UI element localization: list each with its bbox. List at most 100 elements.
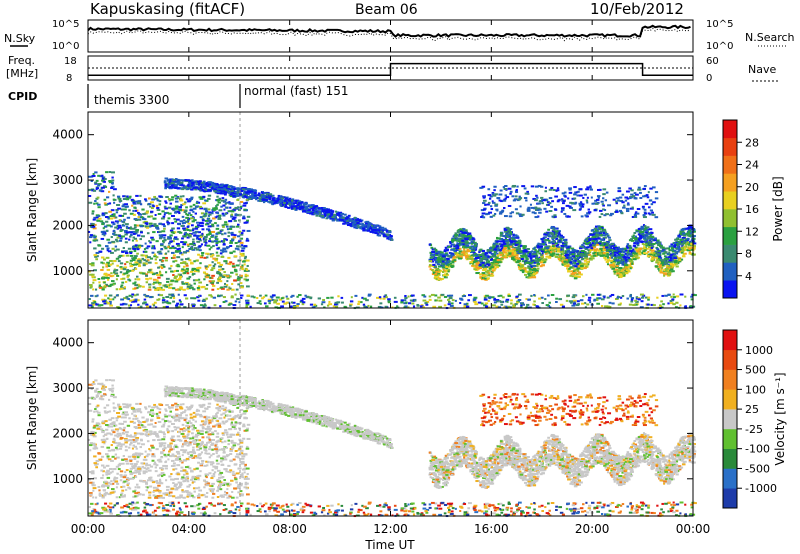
power-echo-cell — [93, 202, 96, 205]
power-echo-cell — [650, 246, 653, 249]
power-echo-cell — [515, 236, 520, 239]
power-echo-cell — [93, 247, 97, 250]
power-echo-cell — [226, 206, 229, 209]
power-echo-cell — [246, 196, 250, 199]
power-echo-cell — [211, 267, 216, 270]
power-echo-cell — [92, 279, 97, 282]
power-echo-cell — [535, 251, 538, 254]
power-echo-cell — [155, 272, 159, 275]
power-echo-cell — [637, 252, 641, 255]
power-echo-cell — [170, 179, 174, 182]
beam-title: Beam 06 — [355, 2, 418, 18]
power-echo-cell — [388, 238, 391, 241]
power-echo-cell — [107, 285, 112, 288]
power-echo-cell — [210, 246, 213, 249]
power-echo-cell — [655, 239, 660, 242]
power-echo-cell — [461, 237, 465, 240]
power-echo-cell — [198, 281, 203, 284]
power-echo-cell — [154, 287, 157, 290]
power-echo-cell — [199, 255, 203, 258]
power-echo-cell — [217, 261, 221, 264]
power-echo-cell — [603, 244, 607, 247]
power-echo-cell — [515, 261, 520, 264]
power-echo-cell — [553, 246, 556, 249]
power-echo-cell — [478, 249, 482, 252]
power-echo-cell — [648, 228, 653, 231]
power-echo-cell — [481, 265, 485, 268]
power-echo-cell — [287, 201, 291, 204]
power-echo-cell — [471, 258, 474, 261]
power-echo-cell — [215, 185, 219, 188]
power-echo-cell — [459, 228, 462, 231]
power-echo-cell — [107, 250, 112, 253]
power-echo-cell — [191, 229, 195, 232]
power-echo-cell — [136, 252, 139, 255]
power-echo-cell — [330, 216, 335, 219]
power-echo-cell — [214, 257, 219, 260]
power-echo-cell — [230, 215, 234, 218]
power-echo-cell — [338, 214, 341, 217]
power-echo-cell — [211, 280, 215, 283]
power-echo-cell — [679, 258, 684, 261]
power-echo-cell — [598, 234, 601, 237]
power-echo-cell — [216, 195, 219, 198]
power-echo-cell — [480, 261, 483, 264]
power-echo-cell — [552, 234, 555, 237]
power-echo-cell — [108, 202, 112, 205]
power-echo-cell — [137, 244, 142, 247]
power-echo-cell — [189, 243, 193, 246]
power-echo-cell — [649, 244, 653, 247]
power-echo-cell — [186, 179, 190, 182]
power-echo-cell — [236, 187, 241, 190]
power-echo-cell — [366, 229, 371, 232]
power-echo-cell — [622, 273, 626, 276]
power-echo-cell — [530, 274, 534, 277]
power-echo-cell — [126, 275, 129, 278]
power-echo-cell — [158, 230, 162, 233]
power-echo-cell — [171, 245, 175, 248]
power-echo-cell — [680, 250, 685, 253]
power-echo-cell — [665, 251, 668, 254]
power-echo-cell — [575, 273, 579, 276]
power-echo-cell — [504, 254, 507, 257]
power-echo-cell — [205, 252, 208, 255]
power-echo-cell — [540, 250, 545, 253]
power-echo-cell — [125, 252, 129, 255]
power-echo-cell — [227, 235, 230, 238]
power-echo-cell — [290, 205, 294, 208]
power-echo-cell — [95, 202, 99, 205]
power-echo-cell — [499, 251, 504, 254]
power-echo-cell — [136, 286, 139, 289]
power-echo-cell — [602, 231, 606, 234]
power-echo-cell — [138, 271, 143, 274]
power-echo-cell — [170, 265, 173, 268]
power-echo-cell — [190, 179, 194, 182]
power-echo-cell — [622, 268, 626, 271]
power-echo-cell — [241, 194, 244, 197]
power-echo-cell — [122, 246, 125, 249]
power-echo-cell — [197, 266, 202, 269]
power-echo-cell — [513, 249, 516, 252]
power-echo-cell — [517, 246, 520, 249]
power-echo-cell — [172, 178, 176, 181]
power-echo-cell — [141, 235, 145, 238]
power-echo-cell — [469, 247, 472, 250]
power-echo-cell — [203, 238, 208, 241]
power-echo-cell — [236, 190, 241, 193]
power-echo-cell — [232, 194, 236, 197]
power-echo-cell — [146, 259, 150, 262]
power-echo-cell — [510, 253, 514, 256]
power-echo-cell — [186, 228, 190, 231]
power-echo-cell — [663, 269, 666, 272]
power-echo-cell — [179, 198, 183, 201]
power-echo-cell — [628, 239, 632, 242]
power-echo-cell — [188, 229, 192, 232]
power-echo-cell — [455, 253, 460, 256]
power-echo-cell — [533, 250, 537, 253]
power-echo-cell — [632, 244, 636, 247]
power-echo-cell — [385, 230, 389, 233]
power-echo-cell — [291, 203, 294, 206]
power-echo-cell — [614, 245, 617, 248]
power-echo-cell — [321, 210, 324, 213]
power-echo-cell — [227, 186, 231, 189]
